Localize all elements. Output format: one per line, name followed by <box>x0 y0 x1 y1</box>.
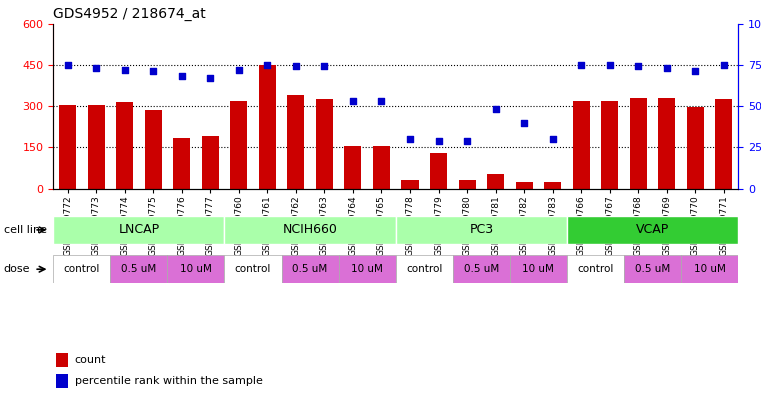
FancyBboxPatch shape <box>567 255 624 283</box>
Bar <box>601 101 618 189</box>
Point <box>318 63 330 70</box>
Text: 0.5 uM: 0.5 uM <box>292 264 328 274</box>
Bar <box>344 146 361 189</box>
Point <box>233 67 245 73</box>
Point <box>518 119 530 126</box>
FancyBboxPatch shape <box>396 216 567 244</box>
Text: PC3: PC3 <box>470 223 493 237</box>
Point <box>461 138 473 144</box>
Text: 0.5 uM: 0.5 uM <box>635 264 670 274</box>
Bar <box>715 99 733 189</box>
FancyBboxPatch shape <box>110 255 167 283</box>
Bar <box>288 95 304 189</box>
Point <box>147 68 159 75</box>
Bar <box>316 99 333 189</box>
Text: NCIH660: NCIH660 <box>282 223 338 237</box>
Text: 10 uM: 10 uM <box>523 264 554 274</box>
Point <box>432 138 444 144</box>
Point <box>90 65 102 71</box>
FancyBboxPatch shape <box>53 216 224 244</box>
Text: control: control <box>578 264 613 274</box>
FancyBboxPatch shape <box>339 255 396 283</box>
Point <box>62 62 74 68</box>
Text: control: control <box>406 264 442 274</box>
Bar <box>88 105 104 189</box>
Point <box>632 63 645 70</box>
Text: LNCAP: LNCAP <box>118 223 160 237</box>
Text: dose: dose <box>4 264 30 274</box>
Point <box>575 62 587 68</box>
Text: 10 uM: 10 uM <box>352 264 383 274</box>
Point <box>661 65 673 71</box>
Text: 0.5 uM: 0.5 uM <box>121 264 157 274</box>
FancyBboxPatch shape <box>53 255 110 283</box>
Point <box>119 67 131 73</box>
FancyBboxPatch shape <box>624 255 681 283</box>
Text: control: control <box>64 264 100 274</box>
FancyBboxPatch shape <box>567 216 738 244</box>
FancyBboxPatch shape <box>224 255 282 283</box>
FancyBboxPatch shape <box>167 255 224 283</box>
Text: VCAP: VCAP <box>636 223 669 237</box>
Bar <box>402 180 419 189</box>
Point <box>176 73 188 79</box>
FancyBboxPatch shape <box>396 255 453 283</box>
Point <box>204 75 216 81</box>
FancyBboxPatch shape <box>453 255 510 283</box>
Text: 10 uM: 10 uM <box>694 264 725 274</box>
Text: cell line: cell line <box>4 225 47 235</box>
Point <box>603 62 616 68</box>
Bar <box>145 110 162 189</box>
Bar <box>516 182 533 189</box>
Text: GDS4952 / 218674_at: GDS4952 / 218674_at <box>53 7 206 21</box>
Point <box>489 106 501 112</box>
Bar <box>687 107 704 189</box>
Point <box>375 98 387 104</box>
Point <box>718 62 730 68</box>
Point <box>689 68 702 75</box>
Bar <box>259 65 276 189</box>
FancyBboxPatch shape <box>681 255 738 283</box>
Text: 10 uM: 10 uM <box>180 264 212 274</box>
Bar <box>544 182 562 189</box>
Bar <box>572 101 590 189</box>
Bar <box>116 102 133 189</box>
Point <box>404 136 416 142</box>
Bar <box>202 136 219 189</box>
Point <box>261 62 273 68</box>
Bar <box>487 173 504 189</box>
Bar <box>174 138 190 189</box>
FancyBboxPatch shape <box>282 255 339 283</box>
FancyBboxPatch shape <box>224 216 396 244</box>
Bar <box>59 105 76 189</box>
Point <box>546 136 559 142</box>
Bar <box>458 180 476 189</box>
Point <box>347 98 359 104</box>
Bar <box>56 353 68 367</box>
Bar <box>658 98 676 189</box>
Bar <box>56 374 68 388</box>
Bar <box>373 146 390 189</box>
Text: 0.5 uM: 0.5 uM <box>463 264 499 274</box>
FancyBboxPatch shape <box>510 255 567 283</box>
Bar <box>230 101 247 189</box>
Text: control: control <box>235 264 271 274</box>
Point <box>290 63 302 70</box>
Text: percentile rank within the sample: percentile rank within the sample <box>75 376 263 386</box>
Bar <box>430 153 447 189</box>
Text: count: count <box>75 355 106 365</box>
Bar <box>630 98 647 189</box>
